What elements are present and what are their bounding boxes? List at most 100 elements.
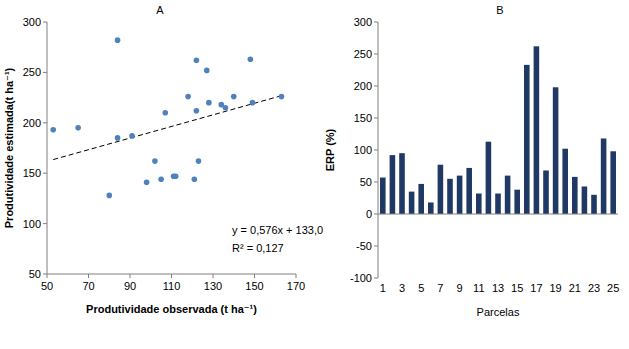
y-tick-label: 300	[23, 16, 41, 28]
x-axis-title: Parcelas	[477, 306, 520, 318]
x-tick-label: 170	[287, 280, 305, 292]
x-axis-title: Produtividade observada (t ha⁻¹)	[86, 303, 257, 315]
point	[279, 94, 285, 100]
y-tick-label: 0	[366, 208, 372, 220]
point	[115, 37, 121, 43]
point	[129, 133, 135, 139]
y-tick	[43, 223, 47, 224]
bar	[447, 179, 453, 214]
y-tick	[374, 182, 378, 183]
y-tick-label: 200	[23, 117, 41, 129]
point	[206, 100, 212, 106]
bar	[572, 177, 578, 214]
y-tick-label: 250	[23, 66, 41, 78]
x-tick	[213, 274, 214, 278]
x-tick-label: 7	[437, 282, 443, 294]
y-tick	[374, 150, 378, 151]
point	[50, 127, 56, 133]
y-tick-label: 50	[29, 268, 41, 280]
x-axis	[378, 214, 618, 215]
y-tick-label: 150	[23, 167, 41, 179]
y-tick	[374, 246, 378, 247]
x-tick	[171, 274, 172, 278]
chart-title: B	[496, 4, 503, 16]
x-tick	[296, 274, 297, 278]
x-tick-label: 110	[163, 280, 181, 292]
point	[248, 56, 254, 62]
y-tick	[43, 274, 47, 275]
x-tick-label: 19	[549, 282, 561, 294]
trendline-r2: R² = 0,127	[232, 242, 284, 254]
x-tick-label: 50	[41, 280, 53, 292]
point	[223, 105, 229, 111]
x-tick-label: 70	[82, 280, 94, 292]
y-axis	[378, 22, 379, 278]
x-tick-label: 90	[124, 280, 136, 292]
point	[152, 158, 158, 164]
point	[204, 68, 210, 74]
bar	[582, 186, 588, 214]
x-tick-label: 9	[457, 282, 463, 294]
point	[173, 173, 179, 179]
x-tick-label: 5	[418, 282, 424, 294]
bar	[418, 184, 424, 214]
trendline	[53, 96, 281, 160]
y-tick-label: 300	[354, 16, 372, 28]
bar	[438, 165, 444, 214]
y-tick	[43, 122, 47, 123]
bar	[428, 202, 434, 214]
y-tick-label: 50	[360, 176, 372, 188]
y-axis-title: Produtividade estimada(t ha⁻¹)	[3, 67, 15, 228]
bar	[562, 149, 568, 214]
chart-bar: B-100-50050100150200250300ERP (%)Parcela…	[324, 4, 619, 318]
point	[144, 179, 150, 185]
x-tick-label: 150	[245, 280, 263, 292]
x-tick-label: 15	[511, 282, 523, 294]
bar	[514, 190, 520, 214]
y-tick-label: 150	[354, 112, 372, 124]
x-tick	[254, 274, 255, 278]
point	[196, 158, 202, 164]
y-tick-label: 100	[23, 218, 41, 230]
chart-scatter: A 50 100 150 200 250 300 Produtividade estimada…	[3, 4, 323, 315]
bar	[466, 168, 472, 214]
y-tick	[374, 278, 378, 279]
x-tick-label: 1	[380, 282, 386, 294]
y-tick	[374, 22, 378, 23]
bar	[495, 194, 501, 214]
bar	[457, 176, 463, 214]
marks	[50, 37, 284, 198]
x-tick	[47, 274, 48, 278]
y-tick-label: 200	[354, 80, 372, 92]
x-tick-label: 21	[569, 282, 581, 294]
bar	[524, 65, 530, 214]
y-tick	[374, 86, 378, 87]
y-tick	[374, 118, 378, 119]
y-tick	[374, 54, 378, 55]
y-tick-label: -50	[356, 240, 372, 252]
y-tick-label: 250	[354, 48, 372, 60]
bar	[591, 195, 597, 214]
y-axis	[47, 22, 48, 274]
x-tick-label: 3	[399, 282, 405, 294]
point	[75, 125, 81, 131]
trendline-equation: y = 0,576x + 133,0	[232, 224, 323, 236]
y-tick	[374, 214, 378, 215]
point	[194, 108, 200, 114]
marks	[380, 46, 616, 214]
bar	[534, 46, 540, 214]
chart-title: A	[156, 4, 164, 16]
bar	[553, 87, 559, 214]
bar	[409, 192, 415, 214]
point	[192, 176, 198, 182]
x-tick-label: 11	[473, 282, 484, 294]
point	[250, 100, 256, 106]
x-tick-label: 13	[492, 282, 504, 294]
x-tick-label: 25	[607, 282, 619, 294]
y-tick-label: 100	[354, 144, 372, 156]
bar	[390, 155, 396, 214]
bar	[543, 170, 549, 214]
x-tick-label: 17	[530, 282, 542, 294]
bar	[476, 194, 482, 214]
point	[194, 58, 200, 64]
